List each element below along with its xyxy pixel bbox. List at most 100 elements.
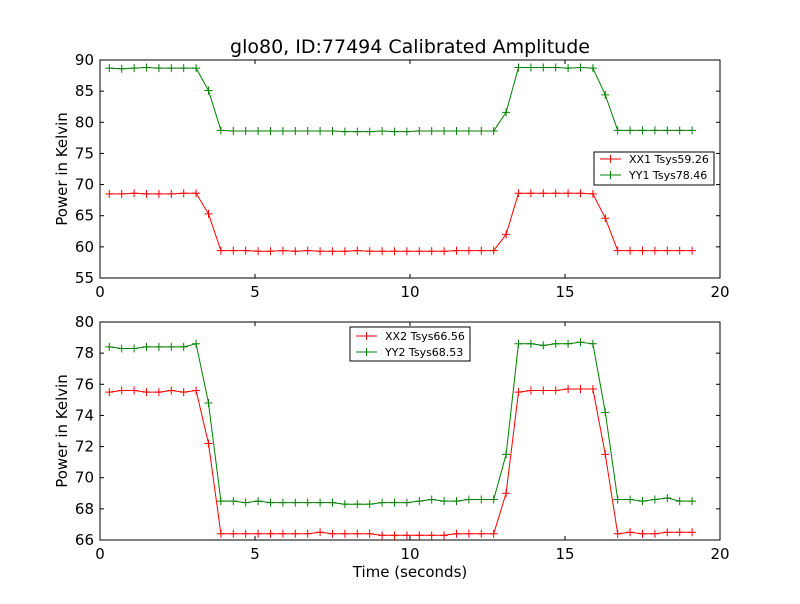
bottom-data-point-xx2 xyxy=(105,388,114,397)
top-data-point-xx1 xyxy=(278,246,287,255)
bottom-y-axis-label: Power in Kelvin xyxy=(53,374,71,488)
bottom-data-point-yy2 xyxy=(365,500,374,509)
top-data-point-xx1 xyxy=(526,189,535,198)
bottom-data-point-yy2 xyxy=(514,339,523,348)
top-data-point-yy1 xyxy=(688,126,697,135)
top-data-point-xx1 xyxy=(179,189,188,198)
bottom-data-point-yy2 xyxy=(254,497,263,506)
top-data-point-xx1 xyxy=(402,247,411,256)
top-data-point-xx1 xyxy=(601,214,610,223)
top-data-point-yy1 xyxy=(216,126,225,135)
bottom-legend-label-xx2: XX2 Tsys66.56 xyxy=(385,330,465,343)
bottom-legend-label-yy2: YY2 Tsys68.53 xyxy=(384,346,463,359)
bottom-x-tick-label: 15 xyxy=(555,545,574,563)
top-data-point-xx1 xyxy=(241,246,250,255)
bottom-data-point-xx2 xyxy=(204,439,213,448)
top-data-point-xx1 xyxy=(353,246,362,255)
top-data-point-yy1 xyxy=(328,127,337,136)
top-data-point-yy1 xyxy=(105,64,114,73)
bottom-data-point-yy2 xyxy=(303,498,312,507)
bottom-data-point-xx2 xyxy=(601,450,610,459)
top-data-point-xx1 xyxy=(688,246,697,255)
bottom-data-point-xx2 xyxy=(688,528,697,537)
top-data-point-yy1 xyxy=(142,63,151,72)
bottom-data-point-yy2 xyxy=(402,498,411,507)
top-data-point-yy1 xyxy=(588,64,597,73)
top-data-point-xx1 xyxy=(328,247,337,256)
bottom-data-point-yy2 xyxy=(216,497,225,506)
bottom-data-point-xx2 xyxy=(192,386,201,395)
bottom-data-point-yy2 xyxy=(241,498,250,507)
top-data-point-yy1 xyxy=(167,64,176,73)
bottom-x-axis-label: Time (seconds) xyxy=(352,563,468,581)
top-data-point-yy1 xyxy=(452,127,461,136)
top-data-point-xx1 xyxy=(365,247,374,256)
bottom-data-point-yy2 xyxy=(353,500,362,509)
top-data-point-yy1 xyxy=(427,127,436,136)
top-data-point-yy1 xyxy=(564,64,573,73)
top-data-point-yy1 xyxy=(192,64,201,73)
top-data-point-xx1 xyxy=(192,189,201,198)
bottom-data-point-yy2 xyxy=(130,344,139,353)
top-data-point-yy1 xyxy=(415,127,424,136)
top-data-point-yy1 xyxy=(663,126,672,135)
top-data-point-xx1 xyxy=(551,189,560,198)
top-data-point-xx1 xyxy=(216,246,225,255)
bottom-data-point-xx2 xyxy=(266,529,275,538)
bottom-data-point-yy2 xyxy=(588,339,597,348)
top-data-point-xx1 xyxy=(564,189,573,198)
top-data-point-yy1 xyxy=(440,127,449,136)
top-data-point-xx1 xyxy=(675,246,684,255)
bottom-x-tick-label: 5 xyxy=(250,545,260,563)
top-data-point-yy1 xyxy=(340,127,349,136)
top-data-point-xx1 xyxy=(167,189,176,198)
bottom-data-point-yy2 xyxy=(601,408,610,417)
bottom-y-tick-label: 76 xyxy=(75,375,94,393)
top-data-point-yy1 xyxy=(464,127,473,136)
top-x-tick-label: 15 xyxy=(555,283,574,301)
top-data-point-yy1 xyxy=(551,63,560,72)
bottom-data-point-xx2 xyxy=(241,529,250,538)
top-data-point-xx1 xyxy=(477,246,486,255)
bottom-data-point-xx2 xyxy=(130,386,139,395)
top-data-point-yy1 xyxy=(278,127,287,136)
top-data-point-xx1 xyxy=(316,247,325,256)
bottom-y-tick-label: 80 xyxy=(75,313,94,331)
top-data-point-yy1 xyxy=(229,127,238,136)
top-data-point-yy1 xyxy=(303,127,312,136)
bottom-y-tick-label: 66 xyxy=(75,531,94,549)
bottom-data-point-yy2 xyxy=(489,495,498,504)
bottom-data-point-xx2 xyxy=(464,529,473,538)
top-data-point-xx1 xyxy=(291,247,300,256)
top-data-point-yy1 xyxy=(130,64,139,73)
top-data-point-xx1 xyxy=(613,246,622,255)
top-tick-layer: 0 5 10 15 20 55 60 65 70 75 80 85 90 xyxy=(75,51,730,301)
bottom-x-tick-label: 20 xyxy=(710,545,729,563)
top-legend-label-yy1: YY1 Tsys78.46 xyxy=(628,169,707,182)
bottom-data-point-xx2 xyxy=(402,531,411,540)
top-data-point-yy1 xyxy=(390,127,399,136)
bottom-data-point-xx2 xyxy=(626,528,635,537)
bottom-data-point-xx2 xyxy=(254,529,263,538)
bottom-y-tick-label: 72 xyxy=(75,438,94,456)
bottom-data-point-xx2 xyxy=(489,529,498,538)
top-data-point-yy1 xyxy=(675,126,684,135)
top-data-point-xx1 xyxy=(576,189,585,198)
top-data-point-yy1 xyxy=(117,64,126,73)
top-data-point-xx1 xyxy=(390,247,399,256)
bottom-data-point-yy2 xyxy=(390,498,399,507)
bottom-data-point-yy2 xyxy=(675,497,684,506)
bottom-data-point-yy2 xyxy=(340,500,349,509)
bottom-data-point-yy2 xyxy=(427,495,436,504)
bottom-panel: Time (seconds) Power in Kelvin 0 5 10 15 20 6… xyxy=(53,313,730,581)
top-data-point-xx1 xyxy=(130,189,139,198)
bottom-data-point-yy2 xyxy=(316,498,325,507)
top-data-point-xx1 xyxy=(489,246,498,255)
bottom-data-point-xx2 xyxy=(588,384,597,393)
bottom-x-tick-label: 10 xyxy=(400,545,419,563)
top-data-point-yy1 xyxy=(402,127,411,136)
bottom-data-point-xx2 xyxy=(514,388,523,397)
bottom-data-point-yy2 xyxy=(440,497,449,506)
bottom-data-point-yy2 xyxy=(551,339,560,348)
bottom-data-point-yy2 xyxy=(154,342,163,351)
